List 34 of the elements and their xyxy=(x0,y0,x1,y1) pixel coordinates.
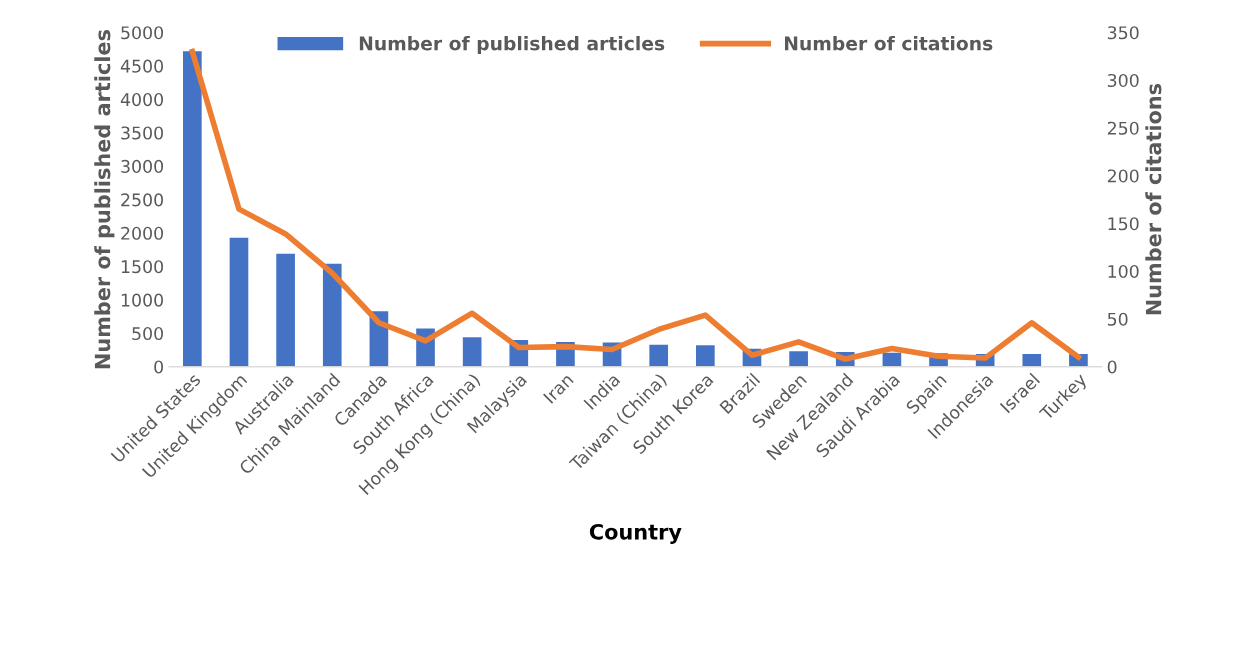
y-tick-label: 0 xyxy=(154,360,164,374)
bar xyxy=(649,344,669,367)
y-tick-label: 4000 xyxy=(120,93,163,107)
y-axis-title: Number of published articles xyxy=(94,30,115,369)
y2-tick-label: 350 xyxy=(1107,26,1139,40)
y2-axis-title: Number of citations xyxy=(1145,83,1162,315)
x-tick-label: Iran xyxy=(543,372,574,404)
legend-label: Number of citations xyxy=(784,35,993,51)
y-tick-label: 3500 xyxy=(121,126,163,140)
y-tick-label: 1000 xyxy=(121,293,163,307)
y2-tick-label: 50 xyxy=(1107,312,1128,326)
y-tick-label: 1500 xyxy=(121,260,163,274)
bar xyxy=(462,337,482,367)
y-tick-label: 2000 xyxy=(121,226,163,240)
bar xyxy=(696,345,715,367)
legend-label: Number of published articles xyxy=(359,35,665,55)
y2-tick-label: 300 xyxy=(1107,73,1139,88)
x-axis-title: Country xyxy=(589,523,682,544)
bar xyxy=(322,263,342,367)
y2-tick-label: 200 xyxy=(1107,169,1139,183)
y-tick-label: 3000 xyxy=(121,159,163,173)
y-tick-label: 4500 xyxy=(120,59,163,73)
bar xyxy=(229,237,249,367)
y-tick-label: 2500 xyxy=(121,193,163,207)
y2-tick-label: 150 xyxy=(1108,217,1139,231)
y2-tick-label: 100 xyxy=(1108,264,1139,279)
bar xyxy=(183,51,202,367)
bar xyxy=(789,351,808,367)
y-tick-label: 500 xyxy=(132,326,164,341)
y2-tick-label: 250 xyxy=(1107,121,1139,135)
bar xyxy=(276,253,295,367)
bar xyxy=(1022,353,1042,367)
y2-tick-label: 0 xyxy=(1107,360,1117,374)
y-tick-label: 5000 xyxy=(121,26,163,40)
